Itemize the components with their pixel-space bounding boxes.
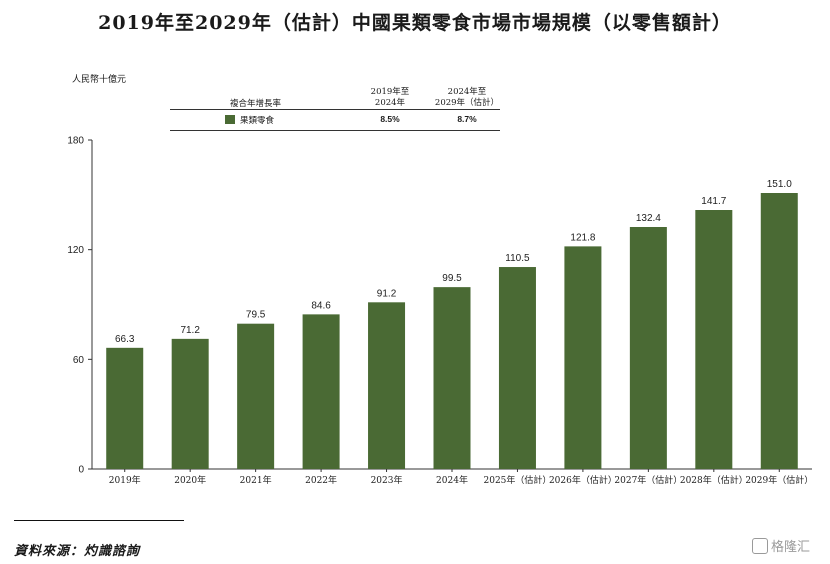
bar: [433, 287, 471, 469]
data-label: 71.2: [180, 325, 200, 336]
x-tick-label: 2024年: [436, 474, 468, 486]
data-label: 132.4: [636, 213, 661, 224]
bar: [237, 323, 275, 469]
x-tick-label: 2027年（估計）: [614, 474, 682, 486]
x-tick-label: 2028年（估計）: [680, 474, 748, 486]
watermark-logo-icon: [752, 538, 768, 554]
data-label: 99.5: [442, 273, 462, 284]
cagr-label: 複合年增長率: [230, 99, 282, 109]
data-label: 151.0: [767, 179, 792, 190]
watermark-text: 格隆汇: [771, 540, 811, 555]
x-tick-label: 2029年（估計）: [745, 474, 813, 486]
cagr-period-1: 2019年至 2024年: [360, 87, 420, 109]
bar-chart: 0 60 120 180 66.3 2019年 71.2 2020年 79.5 2021年 84.6…: [67, 136, 813, 487]
y-tick-label: 120: [67, 245, 84, 256]
bar: [368, 302, 406, 469]
legend-series-name: 果類零食: [240, 116, 275, 126]
data-label: 84.6: [311, 300, 331, 311]
bar: [498, 267, 536, 469]
data-label: 79.5: [246, 310, 266, 321]
bar: [760, 193, 798, 469]
bar: [695, 210, 733, 469]
bar: [302, 314, 340, 469]
bar: [106, 347, 144, 469]
x-tick-label: 2025年（估計）: [484, 474, 552, 486]
x-tick-label: 2021年: [240, 474, 272, 486]
y-axis-unit: 人民幣十億元: [72, 75, 127, 85]
data-label: 141.7: [701, 196, 726, 207]
y-tick-label: 0: [78, 465, 84, 476]
source-rule: [14, 520, 184, 521]
bar: [171, 338, 209, 469]
cagr-period-2-text: 2024年至 2029年（估計）: [434, 87, 500, 108]
x-tick-label: 2019年: [109, 474, 141, 486]
cagr-header-rule: [170, 109, 500, 110]
cagr-value-1: 8.5%: [380, 114, 400, 124]
cagr-value-2: 8.7%: [457, 114, 477, 124]
bar: [629, 227, 667, 469]
cagr-bottom-rule: [170, 130, 500, 131]
x-tick-label: 2020年: [174, 474, 206, 486]
data-label: 121.8: [570, 232, 595, 243]
data-label: 91.2: [377, 288, 397, 299]
cagr-period-2: 2024年至 2029年（估計）: [432, 87, 502, 109]
source-note: 資料來源：灼識諮詢: [14, 544, 141, 559]
y-tick-label: 180: [67, 136, 84, 147]
bar: [564, 246, 602, 469]
data-label: 110.5: [505, 253, 530, 264]
y-tick-label: 60: [73, 355, 85, 366]
x-tick-label: 2022年: [305, 474, 337, 486]
x-tick-label: 2026年（估計）: [549, 474, 617, 486]
watermark: 格隆汇: [752, 536, 810, 555]
chart-title: 2019年至2029年（估計）中國果類零食市場市場規模（以零售額計）: [98, 12, 732, 34]
data-label: 66.3: [115, 334, 135, 345]
cagr-period-1-text: 2019年至 2024年: [370, 87, 410, 108]
legend-swatch: [225, 115, 235, 124]
x-tick-label: 2023年: [371, 474, 403, 486]
